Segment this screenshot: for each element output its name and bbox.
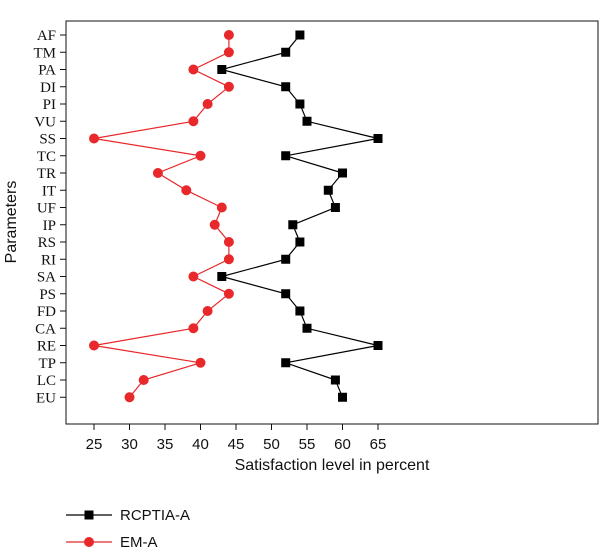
y-category-label: EU [36,390,56,406]
y-category-label: PA [38,63,56,79]
y-axis-title: Parameters [3,181,20,264]
y-category-label: RI [41,252,56,268]
y-category-label: FD [37,304,56,320]
em-a-point [138,375,149,385]
rcptia-a-point [338,168,347,178]
y-category-label: SS [39,132,56,148]
y-category-label: TR [37,166,56,182]
y-category-label: TP [38,356,56,372]
em-a-line [93,35,231,398]
rcptia-a-point [281,151,291,161]
rcptia-a-point [373,341,383,350]
rcptia-a-point [338,392,347,402]
rcptia-a-point [330,203,340,212]
y-category-label: DI [40,80,56,96]
rcptia-a-point [330,375,340,385]
em-a-point [188,323,199,334]
y-category-label: TM [34,45,57,61]
em-a-point [202,306,213,316]
em-a-point [223,30,234,40]
rcptia-a-point [295,30,305,40]
em-a-point [216,202,227,213]
em-a-point [223,47,234,58]
rcptia-a-point [281,358,291,368]
em-a-point [195,150,206,161]
legend-rcptia-a-marker [84,510,94,520]
x-tick-label: 50 [263,436,280,453]
rcptia-a-point [295,306,305,316]
em-a-point [188,64,199,75]
x-tick-label: 65 [370,436,387,453]
em-a-point [181,185,192,196]
em-a-point [209,219,220,230]
rcptia-a-point [217,65,227,74]
em-a-point [188,116,199,127]
em-a-point [188,271,199,282]
em-a-point [202,99,213,109]
y-category-label: IP [43,218,56,234]
em-a-point [223,237,234,247]
rcptia-a-point [281,289,291,299]
series-layer [89,30,383,403]
rcptia-a-point [295,237,305,247]
y-category-label: RE [37,339,56,355]
rcptia-a-point [288,220,298,230]
y-category-label: LC [37,373,56,389]
em-a-point [223,81,234,92]
rcptia-a-point [281,47,291,57]
rcptia-a-point [217,272,227,281]
x-tick-label: 40 [192,436,209,453]
x-axis-ticks: 25 30 35 40 45 50 55 60 65 [86,424,387,453]
rcptia-a-point [302,116,312,126]
em-a-point [195,357,206,368]
y-category-label: VU [34,114,56,130]
rcptia-a-point [302,323,312,333]
y-category-label: AF [37,28,56,44]
y-category-label: UF [37,201,56,217]
rcptia-a-point [281,82,291,92]
y-category-label: RS [38,235,56,251]
x-tick-label: 25 [86,436,103,453]
rcptia-a-point [323,185,333,195]
x-tick-label: 60 [334,436,351,453]
em-a-point [223,288,234,299]
em-a-point [89,133,99,144]
x-tick-label: 35 [157,436,174,453]
y-category-label: IT [42,183,56,199]
rcptia-a-line [219,34,379,398]
rcptia-a-point [373,134,383,143]
em-a-point [89,340,99,351]
legend-rcptia-a-label: RCPTIA-A [120,507,190,524]
x-axis-title: Satisfaction level in percent [235,457,430,474]
em-a-point [223,254,234,265]
rcptia-a-point [295,99,305,109]
y-category-label: PS [39,287,56,303]
y-category-label: PI [43,97,56,113]
y-category-label: TC [37,149,56,165]
x-tick-label: 55 [299,436,316,453]
plot-frame [65,20,599,425]
x-tick-label: 45 [228,436,245,453]
y-category-label: CA [35,321,56,337]
legend: RCPTIA-A EM-A [66,507,190,551]
em-a-point [152,168,163,178]
y-category-label: SA [37,270,56,286]
em-a-point [124,392,135,403]
x-tick-label: 30 [121,436,138,453]
legend-em-a-label: EM-A [120,534,158,551]
rcptia-a-point [281,254,291,264]
legend-em-a-marker [84,537,94,547]
